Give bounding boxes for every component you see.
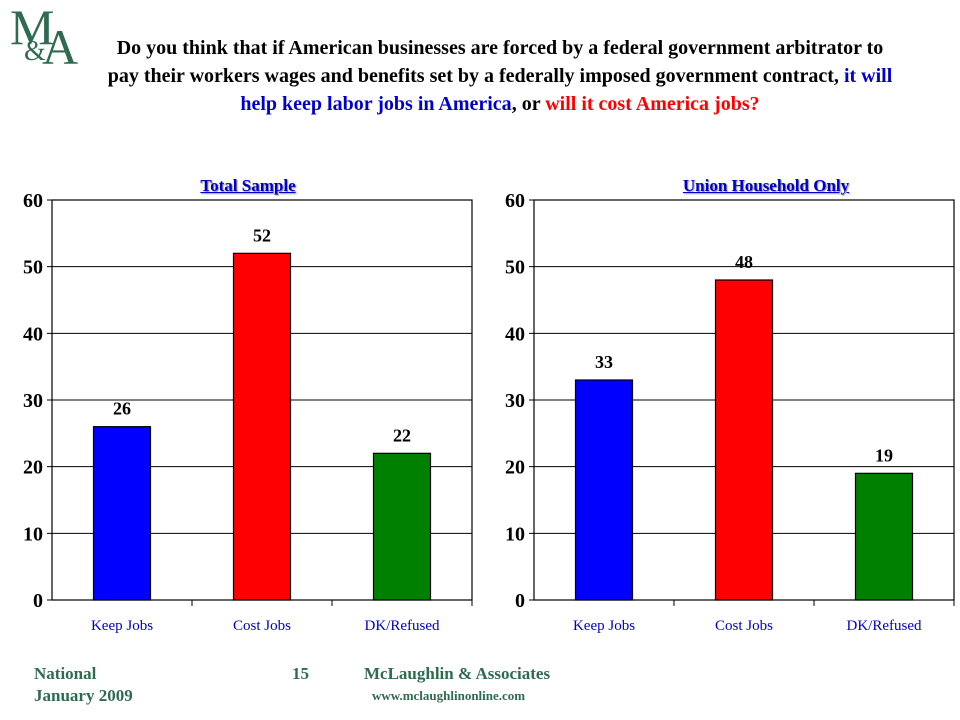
footer-website[interactable]: www.mclaughlinonline.com (372, 688, 526, 703)
chart1-y-tick-label: 0 (33, 590, 43, 612)
chart1-y-tick-label: 30 (23, 390, 43, 412)
logo-m: M (10, 0, 55, 55)
question-option-keep-jobs: it will help keep labor jobs in America (240, 65, 893, 115)
chart1-data-label: 22 (393, 425, 411, 445)
chart2-y-tick-label: 0 (515, 590, 525, 612)
chart1-x-tick-label: Cost Jobs (233, 618, 291, 634)
chart1-y-tick-label: 40 (23, 323, 43, 345)
chart1-x-tick-label: DK/Refused (365, 618, 440, 634)
question-mark: ? (749, 93, 760, 115)
chart1-y-tick-label: 60 (23, 190, 43, 212)
footer-date: January 2009 (34, 686, 133, 705)
chart1-bar-keep-jobs (92, 426, 152, 601)
chart1-bar-dk-refused (372, 452, 432, 601)
chart1-data-label: 52 (253, 225, 271, 245)
chart1-data-label: 26 (113, 399, 131, 419)
chart2-y-tick-label: 30 (505, 390, 525, 412)
footer-page-number: 15 (292, 664, 309, 683)
chart1-y-tick-label: 10 (23, 523, 43, 545)
chart2-bar-cost-jobs (714, 279, 774, 601)
chart2-bar-dk-refused (854, 472, 914, 601)
footer-region: National (34, 664, 97, 683)
chart2-y-tick-label: 20 (505, 457, 525, 479)
question-option-cost-jobs: will it cost America jobs (545, 93, 750, 115)
question-text-1: Do you think that if American businesses… (107, 37, 884, 87)
company-logo: M & A (6, 0, 96, 75)
survey-question: Do you think that if American businesses… (100, 34, 900, 118)
chart2-y-tick-label: 10 (505, 523, 525, 545)
chart2-bar-keep-jobs (574, 379, 634, 601)
chart1-bar-cost-jobs (232, 252, 292, 601)
question-text-2: , or (511, 93, 546, 115)
chart2-data-label: 19 (875, 445, 893, 465)
chart2-y-tick-label: 50 (505, 257, 525, 279)
chart2-x-tick-label: DK/Refused (847, 618, 922, 634)
chart-title-union-household: Union Household Only (682, 176, 850, 195)
chart1-x-tick-label: Keep Jobs (91, 618, 153, 634)
chart2-y-tick-label: 60 (505, 190, 525, 212)
chart2-data-label: 33 (595, 352, 613, 372)
chart-title-total-sample: Total Sample (200, 176, 296, 195)
footer-company: McLaughlin & Associates (364, 664, 551, 683)
logo-a: A (42, 19, 79, 75)
chart2-x-tick-label: Keep Jobs (573, 618, 635, 634)
chart2-x-tick-label: Cost Jobs (715, 618, 773, 634)
chart2-y-tick-label: 40 (505, 323, 525, 345)
logo-ampersand: & (24, 36, 46, 67)
chart1-y-tick-label: 20 (23, 457, 43, 479)
chart2-data-label: 48 (735, 252, 753, 272)
chart1-y-tick-label: 50 (23, 257, 43, 279)
